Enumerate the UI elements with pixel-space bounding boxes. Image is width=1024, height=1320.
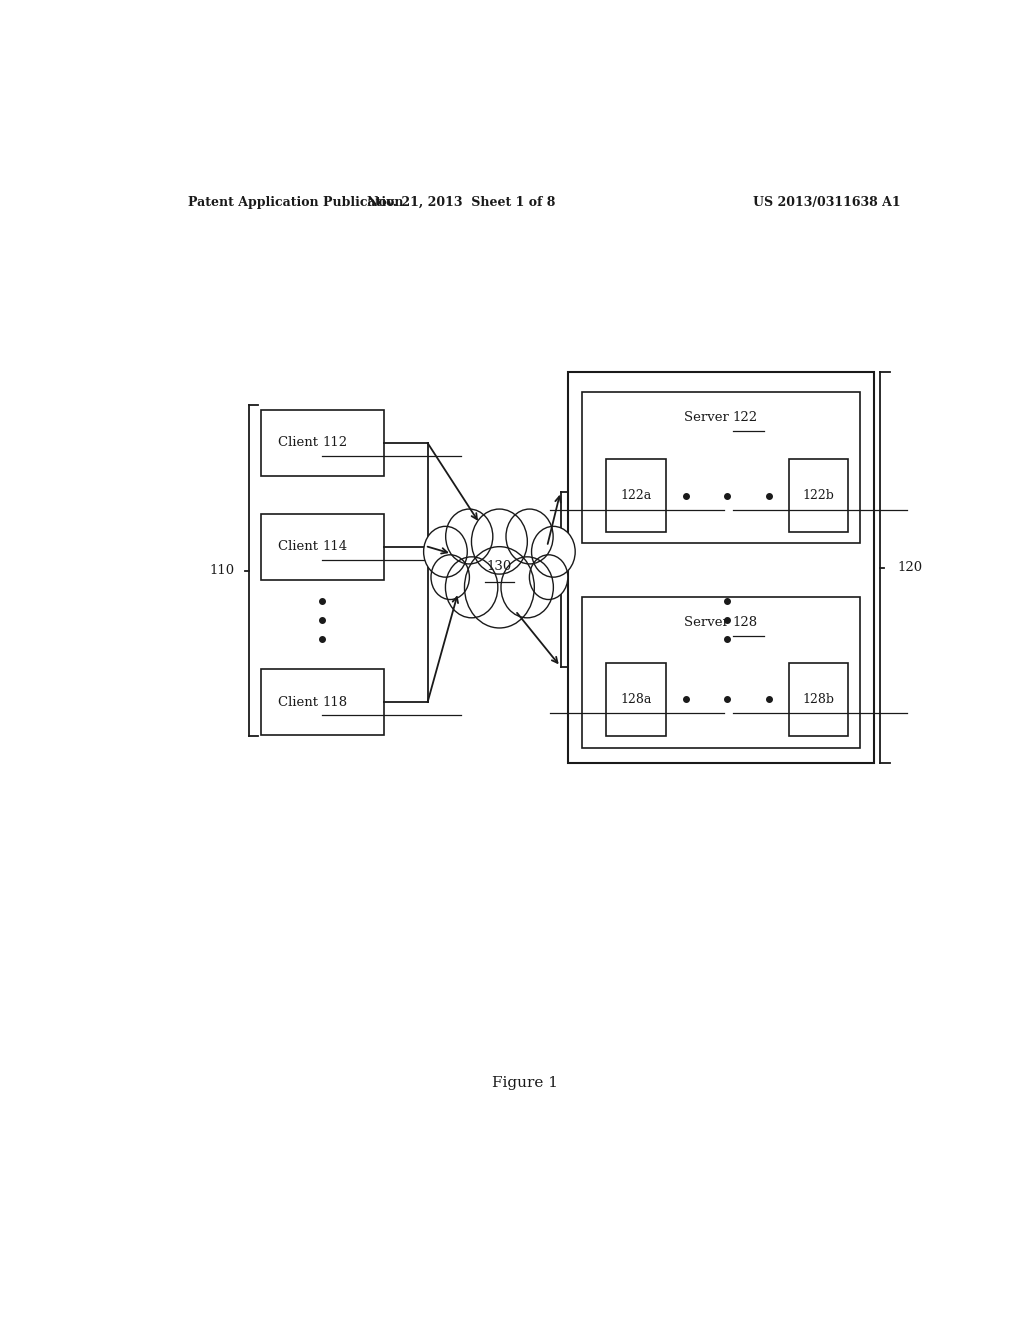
Text: 128: 128 bbox=[733, 616, 758, 630]
Bar bbox=[606, 459, 666, 532]
Text: 122a: 122a bbox=[621, 490, 651, 503]
Text: Figure 1: Figure 1 bbox=[492, 1076, 558, 1090]
Text: Client: Client bbox=[279, 437, 323, 450]
Text: 120: 120 bbox=[898, 561, 923, 574]
Bar bbox=[582, 598, 860, 748]
Ellipse shape bbox=[531, 527, 575, 577]
Text: 122b: 122b bbox=[803, 490, 835, 503]
Text: 130: 130 bbox=[486, 561, 512, 573]
Text: 110: 110 bbox=[209, 564, 234, 577]
Text: Server: Server bbox=[684, 411, 733, 424]
Ellipse shape bbox=[501, 557, 553, 618]
Ellipse shape bbox=[506, 510, 553, 564]
Text: 114: 114 bbox=[323, 540, 347, 553]
Text: 118: 118 bbox=[323, 696, 347, 709]
Text: Server: Server bbox=[684, 616, 733, 630]
Ellipse shape bbox=[529, 554, 568, 599]
Bar bbox=[261, 513, 384, 579]
Ellipse shape bbox=[424, 527, 467, 577]
Ellipse shape bbox=[465, 546, 535, 628]
Bar bbox=[582, 392, 860, 543]
Ellipse shape bbox=[445, 557, 498, 618]
Text: 128a: 128a bbox=[621, 693, 651, 706]
Bar bbox=[788, 459, 848, 532]
Ellipse shape bbox=[445, 510, 493, 564]
Bar bbox=[568, 372, 874, 763]
Bar bbox=[261, 411, 384, 477]
Bar bbox=[788, 663, 848, 735]
Bar bbox=[261, 669, 384, 735]
Text: Patent Application Publication: Patent Application Publication bbox=[187, 195, 403, 209]
Ellipse shape bbox=[431, 554, 469, 599]
Text: 128b: 128b bbox=[803, 693, 835, 706]
Text: 112: 112 bbox=[323, 437, 347, 450]
Text: Client: Client bbox=[279, 696, 323, 709]
Text: Nov. 21, 2013  Sheet 1 of 8: Nov. 21, 2013 Sheet 1 of 8 bbox=[368, 195, 555, 209]
Text: Client: Client bbox=[279, 540, 323, 553]
Ellipse shape bbox=[471, 510, 527, 574]
Text: US 2013/0311638 A1: US 2013/0311638 A1 bbox=[753, 195, 900, 209]
Text: 122: 122 bbox=[733, 411, 758, 424]
Bar bbox=[606, 663, 666, 735]
